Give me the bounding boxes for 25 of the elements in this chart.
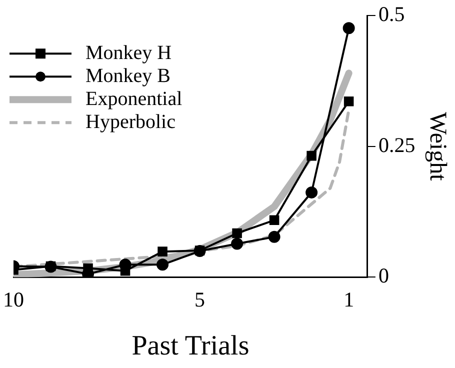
x-tick-label: 10 bbox=[3, 287, 24, 312]
point bbox=[231, 238, 244, 250]
legend-label: Monkey H bbox=[86, 42, 172, 64]
point bbox=[269, 215, 280, 226]
legend-label: Hyperbolic bbox=[86, 110, 176, 133]
y-tick-label: 0.25 bbox=[378, 132, 416, 157]
point bbox=[344, 96, 354, 106]
x-axis-title: Past Trials bbox=[132, 330, 250, 362]
legend-label: Monkey B bbox=[86, 64, 170, 87]
point bbox=[46, 261, 56, 272]
y-axis-title: Weight bbox=[424, 112, 450, 182]
point bbox=[342, 22, 355, 34]
point bbox=[158, 246, 168, 256]
x-tick-label: 1 bbox=[344, 287, 354, 312]
y-tick-label: 0.5 bbox=[378, 2, 405, 26]
point bbox=[268, 230, 280, 243]
x-tick-label: 5 bbox=[194, 287, 206, 312]
point bbox=[306, 150, 316, 161]
point bbox=[120, 266, 130, 276]
legend-label: Exponential bbox=[86, 88, 183, 110]
point bbox=[232, 228, 242, 238]
point bbox=[194, 246, 205, 256]
point bbox=[156, 258, 169, 271]
point bbox=[306, 186, 318, 198]
y-tick-label: 0 bbox=[378, 264, 389, 288]
